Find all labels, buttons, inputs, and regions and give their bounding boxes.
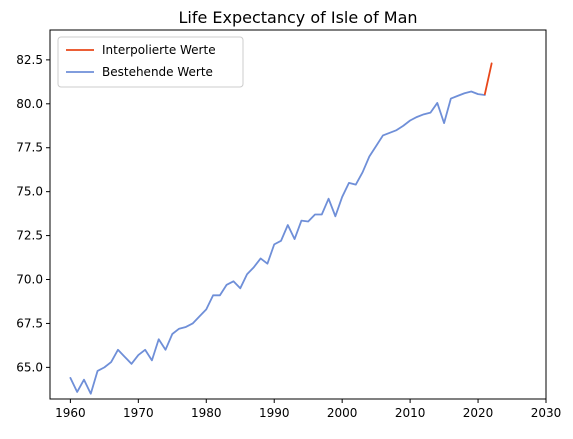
x-tick-label: 2000 <box>327 406 358 420</box>
x-tick-label: 1970 <box>123 406 154 420</box>
y-tick-label: 65.0 <box>16 360 43 374</box>
y-tick-label: 67.5 <box>16 316 43 330</box>
x-tick-label: 2010 <box>395 406 426 420</box>
legend: Interpolierte Werte Bestehende Werte <box>57 36 244 88</box>
legend-label-interpolierte-werte: Interpolierte Werte <box>102 43 216 57</box>
axes-frame <box>49 29 547 400</box>
x-tick-label: 2020 <box>463 406 494 420</box>
series-line-interpolierte-werte <box>483 62 493 96</box>
chart-title: Life Expectancy of Isle of Man <box>178 8 417 27</box>
series-line-bestehende-werte <box>69 90 486 395</box>
legend-label-bestehende-werte: Bestehende Werte <box>102 65 213 79</box>
x-tick-label: 1980 <box>191 406 222 420</box>
y-tick-label: 80.0 <box>16 97 43 111</box>
y-tick-label: 72.5 <box>16 229 43 243</box>
y-tick-label: 75.0 <box>16 185 43 199</box>
x-tick-label: 2030 <box>531 406 562 420</box>
axes: 1960 1970 1980 1990 2000 2010 2020 2030 65.0 67.5… <box>16 29 562 420</box>
x-tick-label: 1990 <box>259 406 290 420</box>
y-tick-label: 77.5 <box>16 141 43 155</box>
legend-box <box>57 36 244 88</box>
y-tick-label: 70.0 <box>16 273 43 287</box>
plot-area <box>69 62 493 395</box>
x-tick-label: 1960 <box>55 406 86 420</box>
y-tick-label: 82.5 <box>16 53 43 67</box>
